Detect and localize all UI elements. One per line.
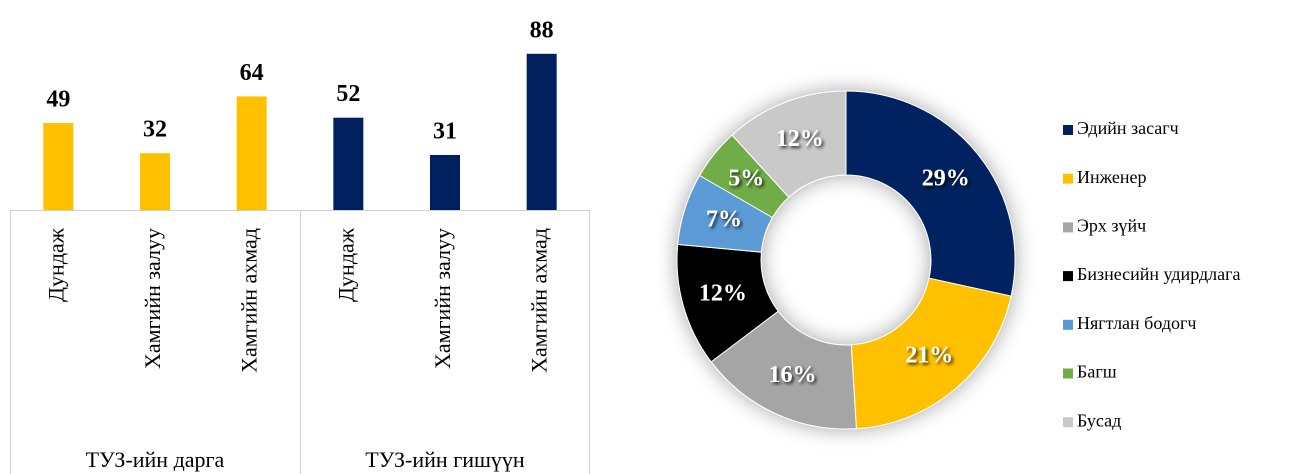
legend-swatch bbox=[1063, 271, 1073, 282]
donut-segment bbox=[710, 310, 857, 430]
data-label: 52 bbox=[336, 81, 360, 107]
data-label: 12% bbox=[699, 281, 747, 307]
legend-label: Бусад bbox=[1077, 410, 1121, 430]
legend-swatch bbox=[1063, 125, 1073, 135]
legend-label: Эрх зүйч bbox=[1077, 216, 1146, 236]
bar-frame bbox=[10, 210, 590, 474]
legend-swatch bbox=[1063, 173, 1073, 184]
legend-label: Инженер bbox=[1077, 167, 1146, 187]
bar bbox=[140, 153, 170, 210]
donut-segment bbox=[845, 90, 1016, 297]
x-tick-label: Дундаж bbox=[333, 227, 358, 302]
donut-segment bbox=[731, 90, 847, 198]
bar bbox=[43, 123, 74, 210]
data-label: 64 bbox=[240, 60, 264, 86]
group-label: ТУЗ-ийн гишүүн bbox=[365, 447, 525, 472]
legend-swatch bbox=[1063, 417, 1073, 428]
bar bbox=[236, 96, 267, 210]
legend-label: Эдийн засагч bbox=[1077, 118, 1179, 138]
x-tick-label: Хамгийн залуу bbox=[140, 228, 165, 369]
legend-label: Багш bbox=[1077, 362, 1117, 382]
bar bbox=[430, 154, 460, 210]
legend-label: Нягтлан бодогч bbox=[1077, 313, 1196, 333]
data-label: 29% bbox=[922, 165, 970, 191]
x-tick-label: Хамгийн залуу bbox=[430, 228, 455, 369]
data-label: 88 bbox=[530, 17, 554, 43]
data-label: 31 bbox=[433, 118, 457, 144]
x-tick-label: Хамгийн ахмад bbox=[237, 228, 262, 373]
group-label: ТУЗ-ийн дарга bbox=[86, 447, 225, 472]
data-label: 49 bbox=[46, 87, 70, 113]
data-label: 7% bbox=[706, 207, 742, 233]
data-label: 12% bbox=[776, 126, 824, 152]
x-tick-label: Хамгийн ахмад bbox=[527, 228, 552, 373]
legend-label: Бизнесийн удирдлага bbox=[1077, 264, 1240, 284]
x-tick-label: Дундаж bbox=[43, 227, 68, 302]
donut bbox=[676, 90, 1016, 430]
bar bbox=[526, 53, 557, 210]
legend-swatch bbox=[1063, 222, 1073, 233]
data-label: 16% bbox=[769, 362, 817, 388]
data-label: 21% bbox=[905, 343, 953, 369]
legend-swatch bbox=[1063, 368, 1073, 379]
donut-segment bbox=[850, 277, 1012, 430]
data-label: 5% bbox=[728, 165, 764, 191]
data-label: 32 bbox=[143, 117, 167, 143]
bar bbox=[333, 117, 364, 210]
legend-swatch bbox=[1063, 319, 1073, 330]
